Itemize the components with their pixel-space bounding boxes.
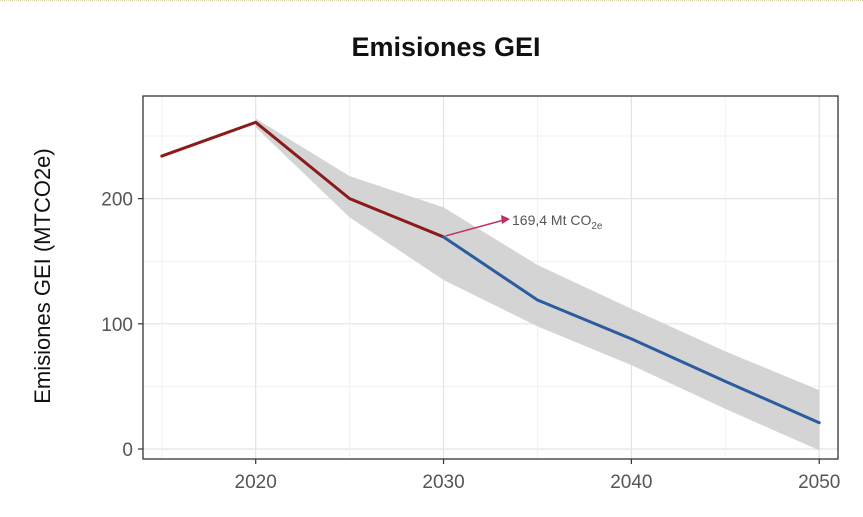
chart-title: Emisiones GEI [351,32,540,62]
y-tick-label: 200 [101,190,133,211]
y-axis: 0 100 200 [101,190,143,461]
x-tick-label: 2020 [235,472,277,493]
x-tick-label: 2050 [798,472,840,493]
x-axis: 2020 2030 2040 2050 [235,459,841,493]
x-tick-label: 2030 [422,472,464,493]
y-tick-label: 100 [101,315,133,336]
y-tick-label: 0 [122,440,133,461]
x-tick-label: 2040 [610,472,652,493]
y-axis-label: Emisiones GEI (MTCO2e) [30,148,55,404]
